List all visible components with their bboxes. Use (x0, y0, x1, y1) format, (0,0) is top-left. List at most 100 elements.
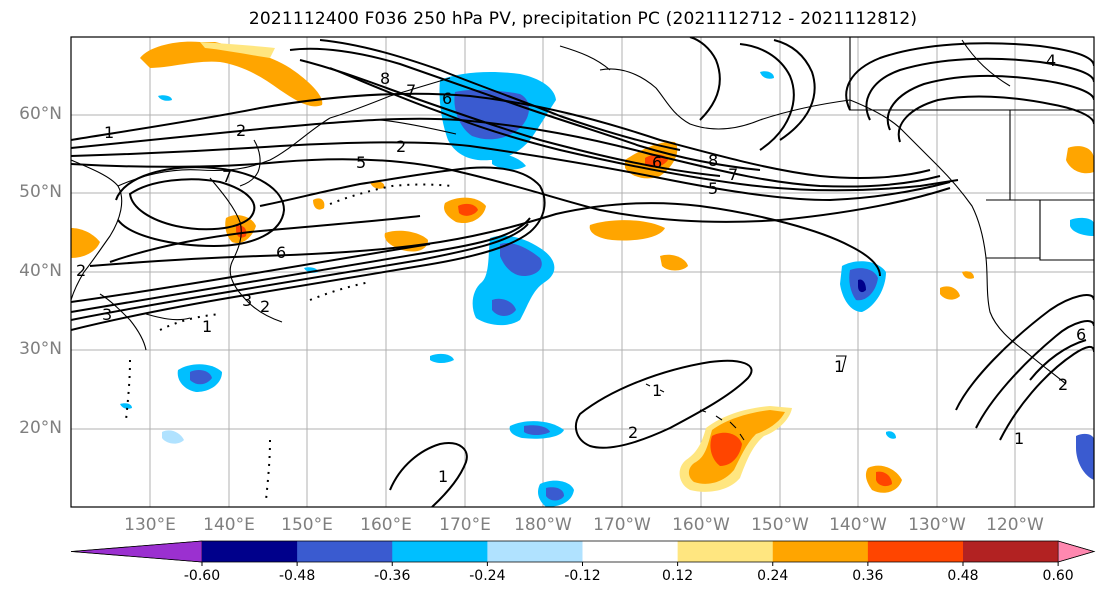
lon-label: 140°W (829, 515, 887, 535)
lon-label: 160°W (672, 515, 730, 535)
precip-blob (858, 279, 866, 293)
contour-label: 1 (834, 357, 844, 376)
pv-contour-east (845, 42, 1094, 111)
precip-shading-negative (120, 71, 1094, 507)
pv-contour-jet (71, 223, 529, 321)
pv-contour-east (773, 39, 816, 141)
precip-blob (1076, 433, 1094, 480)
precip-blob (962, 271, 974, 279)
contour-label: 5 (356, 153, 366, 172)
pv-contour-loop (955, 294, 1094, 411)
lat-label: 50°N (19, 182, 62, 202)
colorbar-tick-label: 0.36 (852, 568, 884, 584)
contour-label: 2 (628, 423, 638, 442)
precip-blob (140, 41, 323, 107)
contour-label: 1 (104, 123, 114, 142)
map-frame (70, 36, 1095, 508)
lon-label: 140°E (203, 515, 255, 535)
pv-contour-east (886, 74, 1094, 131)
pv-contour-east (739, 43, 795, 151)
pv-contour-jet (109, 215, 421, 263)
precip-blob (589, 220, 665, 241)
contour-label: 7 (728, 165, 738, 184)
contour-label: 1 (652, 381, 662, 400)
precip-blob (313, 198, 325, 210)
colorbar-tick-label: -0.48 (279, 568, 316, 584)
colorbar-tick-label: 0.12 (662, 568, 694, 584)
pv-contour-loop (128, 178, 256, 231)
pv-contour-8 (319, 39, 681, 151)
contour-label: 5 (708, 179, 718, 198)
lon-label: 150°W (751, 515, 809, 535)
contour-label: 7 (406, 81, 416, 100)
figure-title: 2021112400 F036 250 hPa PV, precipitatio… (248, 9, 918, 29)
lon-label: 180°W (514, 515, 572, 535)
lon-label: 150°E (281, 515, 333, 535)
precip-blob (71, 228, 100, 258)
precip-blob (500, 242, 542, 276)
colorbar-tick-label: -0.12 (564, 568, 601, 584)
pv-contour-jet (71, 166, 546, 331)
precip-blob (430, 353, 454, 363)
precip-blob (1070, 217, 1094, 236)
precip-blob (524, 425, 550, 435)
contour-label: 2 (236, 121, 246, 140)
pv-contour-jet (89, 202, 881, 277)
pv-contour-loop (1029, 339, 1087, 381)
pv-contour-east (689, 37, 721, 121)
pv-contour-jet (71, 243, 431, 303)
lat-label: 40°N (19, 261, 62, 281)
precip-blob (546, 487, 564, 501)
contour-label: 1 (1014, 429, 1024, 448)
contour-label: 1 (438, 467, 448, 486)
pv-contour-east (865, 57, 1094, 121)
contour-label: 3 (242, 291, 252, 310)
precip-blob (660, 254, 688, 271)
contour-label: 3 (102, 305, 112, 324)
lat-label: 60°N (19, 104, 62, 124)
precip-blob (1066, 146, 1094, 174)
pv-contour-loop (999, 346, 1094, 441)
lon-label: 130°W (908, 515, 966, 535)
pv-contour-2 (71, 117, 941, 188)
contour-label: 2 (76, 261, 86, 280)
pv-contour-6 (299, 59, 721, 177)
pv-contour-4 (71, 158, 951, 223)
precip-blob (200, 42, 275, 58)
precip-blob (190, 370, 212, 385)
contour-label: 8 (708, 151, 718, 170)
colorbar-tick-label: -0.60 (183, 568, 221, 584)
contour-label: 1 (202, 317, 212, 336)
colorbar-tick-label: -0.36 (374, 568, 411, 584)
contour-label: 2 (1058, 375, 1068, 394)
precip-blob (492, 298, 516, 316)
lat-label: 20°N (19, 418, 62, 438)
pv-contour-3 (71, 141, 951, 202)
precip-blob (876, 471, 892, 487)
colorbar-tick-label: 0.60 (1042, 568, 1074, 584)
lon-label: 160°E (360, 515, 412, 535)
precip-blob (710, 432, 742, 466)
pv-contour-loop (574, 359, 753, 449)
contour-label: 6 (442, 89, 452, 108)
contour-label: 2 (396, 137, 406, 156)
colorbar-tick-label: 0.48 (947, 568, 979, 584)
precip-blob (458, 203, 478, 216)
precip-blob (158, 95, 172, 101)
pv-contour-jet (71, 217, 531, 313)
pv-contour-loop (115, 166, 286, 248)
precip-blob (370, 181, 385, 189)
lon-label: 120°W (986, 515, 1044, 535)
pv-contour-east (897, 95, 1094, 143)
precip-shading-positive (71, 41, 1094, 493)
contour-label: 8 (380, 69, 390, 88)
pv-contour-labels: 1 2 5 2 8 7 6 7 6 3 2 1 3 2 6 8 7 5 4 1 … (76, 51, 1086, 486)
lon-label: 130°E (124, 515, 176, 535)
contour-label: 2 (260, 297, 270, 316)
contour-label: 7 (222, 167, 232, 186)
precip-blob (940, 286, 960, 300)
colorbar-tick-label: -0.24 (469, 568, 506, 584)
contour-label: 4 (1046, 51, 1056, 70)
contour-label: 6 (276, 243, 286, 262)
